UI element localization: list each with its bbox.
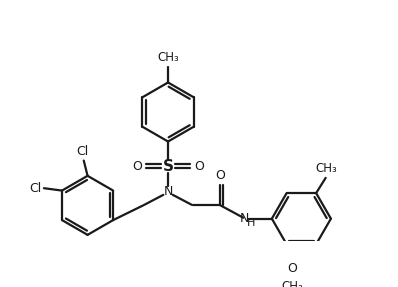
Text: H: H bbox=[247, 218, 255, 228]
Text: CH₃: CH₃ bbox=[316, 162, 338, 175]
Text: N: N bbox=[240, 212, 249, 225]
Text: CH₃: CH₃ bbox=[157, 51, 179, 64]
Text: O: O bbox=[287, 262, 297, 275]
Text: CH₃: CH₃ bbox=[281, 280, 303, 287]
Text: O: O bbox=[194, 160, 204, 173]
Text: N: N bbox=[163, 185, 173, 197]
Text: Cl: Cl bbox=[77, 145, 89, 158]
Text: O: O bbox=[215, 170, 225, 183]
Text: S: S bbox=[162, 159, 174, 174]
Text: Cl: Cl bbox=[29, 182, 41, 195]
Text: O: O bbox=[133, 160, 142, 173]
